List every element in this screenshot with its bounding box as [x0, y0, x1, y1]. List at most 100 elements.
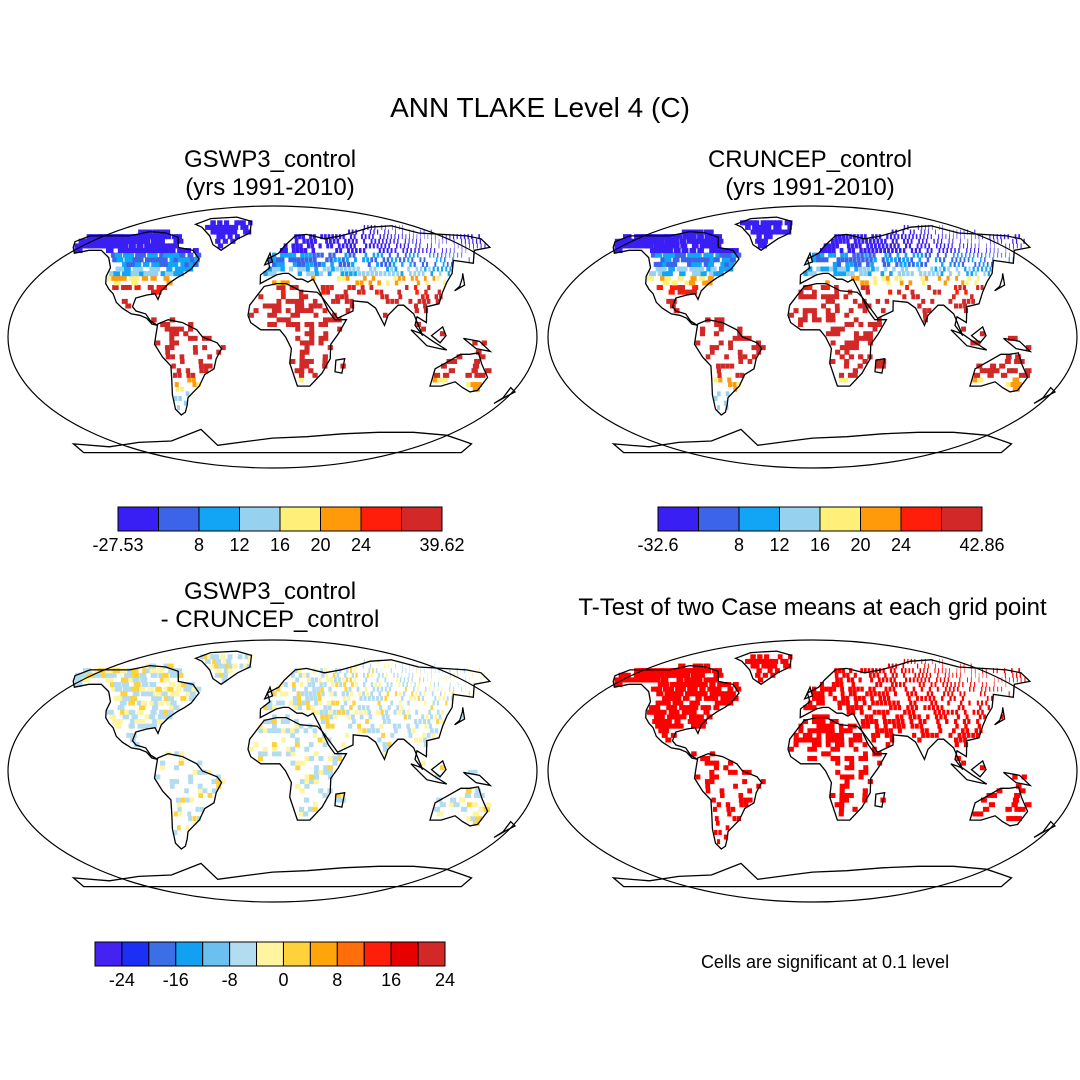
grid-cell [877, 760, 883, 766]
grid-cell [844, 765, 850, 771]
significance-note: Cells are significant at 0.1 level [700, 952, 950, 972]
japan-outline [994, 707, 1006, 726]
grid-cell [226, 658, 232, 664]
grid-cell [802, 732, 808, 738]
grid-cell [689, 234, 697, 240]
grid-cell [840, 686, 845, 692]
grid-cell [907, 695, 911, 701]
grid-cell [757, 229, 764, 235]
grid-cell [376, 229, 379, 235]
grid-cell [783, 663, 788, 669]
grid-cell [151, 695, 158, 701]
grid-cell [1006, 816, 1013, 822]
grid-cell [370, 682, 374, 688]
grid-cell [953, 737, 958, 743]
grid-cell [380, 695, 384, 701]
grid-cell [848, 792, 854, 798]
grid-cell [280, 280, 286, 286]
grid-cell [921, 732, 926, 738]
grid-cell [430, 243, 432, 249]
grid-cell [318, 769, 324, 775]
grid-cell [718, 340, 724, 346]
grid-cell [475, 788, 481, 794]
grid-cell [875, 728, 880, 734]
grid-cell [963, 742, 969, 748]
grid-cell [364, 252, 368, 258]
grid-cell [312, 252, 316, 258]
grid-cell [78, 672, 88, 678]
grid-cell [953, 719, 958, 725]
grid-cell [357, 728, 362, 734]
grid-cell [468, 238, 470, 244]
colorbar-box [256, 941, 284, 967]
grid-cell [412, 252, 415, 258]
grid-cell [667, 238, 676, 244]
map-gswp3 [7, 205, 538, 469]
grid-cell [310, 243, 315, 249]
grid-cell [217, 229, 224, 235]
grid-cell [930, 234, 932, 240]
grid-cell [306, 271, 311, 277]
grid-cell [378, 691, 382, 697]
grid-cell [357, 271, 362, 277]
grid-cell [185, 248, 192, 254]
grid-cell [798, 728, 804, 734]
grid-cell [426, 677, 428, 683]
grid-cell [948, 298, 953, 304]
grid-cell [304, 774, 310, 780]
grid-cell [349, 271, 353, 277]
grid-cell [684, 677, 692, 683]
grid-cell [312, 728, 318, 734]
grid-cell [850, 243, 855, 249]
grid-cell [147, 252, 154, 258]
grid-cell [280, 252, 285, 258]
grid-cell [415, 243, 417, 249]
grid-cell [695, 252, 702, 258]
grid-cell [134, 271, 142, 277]
grid-cell [428, 266, 431, 272]
grid-cell [446, 677, 447, 683]
grid-cell [420, 229, 421, 235]
grid-cell [192, 769, 198, 775]
grid-cell [312, 298, 318, 304]
grid-cell [852, 298, 858, 304]
grid-cell [313, 751, 319, 757]
grid-cell [648, 672, 657, 678]
north-america-outline [72, 664, 200, 761]
grid-cell [662, 728, 669, 734]
grid-cell [951, 243, 953, 249]
grid-cell [657, 248, 666, 254]
grid-cell [780, 658, 786, 664]
grid-cell [760, 220, 766, 226]
colorbar-box [860, 506, 902, 532]
grid-cell [131, 234, 139, 240]
grid-cell [936, 719, 940, 725]
grid-cell [431, 732, 435, 738]
grid-cell [660, 709, 667, 715]
grid-cell [747, 797, 753, 803]
grid-cell [294, 368, 300, 374]
grid-cell [721, 682, 728, 688]
grid-cell [404, 252, 407, 258]
grid-cell [325, 257, 329, 263]
grid-cell [115, 723, 122, 729]
grid-cell [742, 354, 748, 360]
grid-cell [159, 243, 167, 249]
grid-cell [150, 723, 157, 729]
grid-cell [720, 792, 725, 798]
grid-cell [843, 363, 850, 369]
colorbar-label: -24 [109, 970, 135, 990]
grid-cell [959, 257, 962, 263]
grid-cell [317, 261, 322, 267]
grid-cell [167, 663, 174, 669]
grid-cell [883, 266, 888, 272]
australia-outline [969, 352, 1029, 393]
grid-cell [347, 238, 351, 244]
grid-cell [109, 271, 116, 277]
grid-cell [299, 788, 305, 794]
grid-cell [834, 234, 838, 240]
grid-cell [717, 672, 724, 678]
grid-cell [962, 285, 967, 291]
grid-cell [397, 672, 399, 678]
grid-cell [399, 257, 402, 263]
